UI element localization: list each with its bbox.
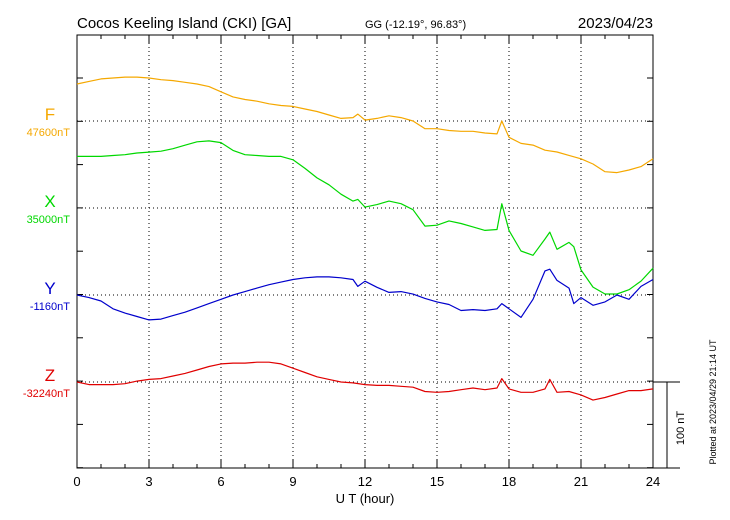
x-tick-label: 21 [574, 474, 588, 489]
x-tick-label: 15 [430, 474, 444, 489]
channel-baseline-y: -1160nT [30, 301, 70, 313]
x-tick-label: 24 [646, 474, 660, 489]
x-axis-label: U T (hour) [336, 491, 395, 506]
channel-letter-z: Z [45, 366, 55, 385]
channel-baseline-z: -32240nT [23, 388, 70, 400]
coordinates-label: GG (-12.19°, 96.83°) [365, 19, 466, 31]
plotted-timestamp: Plotted at 2023/04/29 21:14 UT [708, 339, 718, 465]
date-label: 2023/04/23 [578, 15, 653, 32]
channel-baseline-x: 35000nT [27, 214, 71, 226]
series-layer [76, 76, 654, 401]
channel-baseline-f: 47600nT [27, 127, 71, 139]
scale-bar-label: 100 nT [675, 411, 687, 446]
grid [77, 35, 653, 469]
x-tick-label: 9 [289, 474, 296, 489]
series-line-y [76, 268, 654, 321]
series-line-f [76, 76, 654, 174]
x-tick-label: 0 [73, 474, 80, 489]
x-axis-ticks: 0 3 6 9 12 15 18 21 24 [73, 35, 660, 489]
x-tick-label: 12 [358, 474, 372, 489]
x-tick-label: 18 [502, 474, 516, 489]
series-line-x [77, 140, 654, 295]
station-title: Cocos Keeling Island (CKI) [GA] [77, 15, 291, 32]
channel-letter-f: F [45, 105, 55, 124]
channel-labels: F 47600nT X 35000nT Y -1160nT Z -32240nT [23, 105, 70, 400]
scale-bar: 100 nT [653, 381, 687, 469]
channel-letter-x: X [44, 192, 55, 211]
channel-letter-y: Y [44, 279, 55, 298]
x-tick-label: 6 [217, 474, 224, 489]
x-tick-label: 3 [145, 474, 152, 489]
series-line-z [76, 361, 654, 401]
